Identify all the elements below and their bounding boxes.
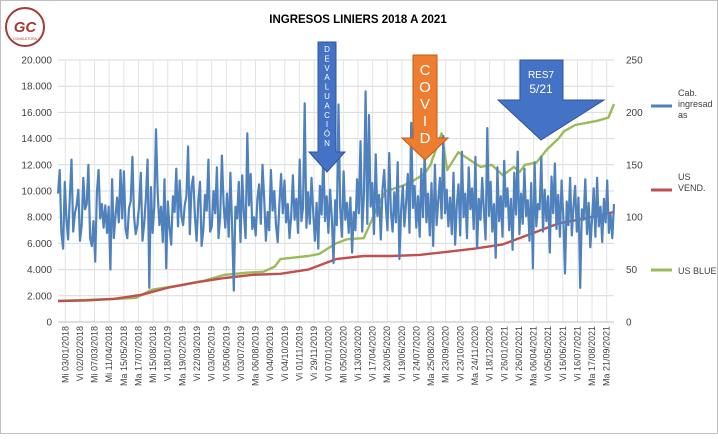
right-axis-ticks: 0 50 100 150 200 250 bbox=[626, 56, 643, 329]
x-axis-tick-label: Vi 18/01/2019 bbox=[163, 326, 173, 381]
covid-letter: I bbox=[423, 113, 427, 130]
devaluacion-letter: Ó bbox=[324, 130, 330, 139]
res-annotation-line: RES7 bbox=[528, 70, 555, 81]
x-axis-tick-label: Vi 07/01/2020 bbox=[324, 326, 334, 381]
left-axis-tick-label: 10.000 bbox=[21, 187, 52, 198]
legend-label: VEND. bbox=[678, 183, 706, 193]
x-axis-tick-label: Ma 24/11/2020 bbox=[470, 326, 480, 385]
covid-letter: O bbox=[419, 79, 431, 96]
x-axis-tick-label: Vi 16/06/2021 bbox=[558, 326, 568, 381]
devaluacion-letter: L bbox=[325, 83, 330, 92]
x-axis-tick-label: Mi 07/03/2018 bbox=[90, 326, 100, 383]
x-axis-tick-label: Vi 18/12/2020 bbox=[485, 326, 495, 381]
x-axis-tick-label: Mi 03/01/2018 bbox=[60, 326, 70, 383]
x-axis-tick-label: Ma 19/02/2019 bbox=[177, 326, 187, 386]
x-axis-tick-label: Vi 26/02/2021 bbox=[514, 326, 524, 381]
x-axis-tick-label: Mi 11/04/2018 bbox=[104, 326, 114, 382]
devaluacion-letter: D bbox=[324, 45, 330, 54]
x-axis-tick-label: Vi 02/02/2018 bbox=[75, 326, 85, 381]
devaluacion-letter: C bbox=[324, 111, 330, 120]
x-axis-tick-label: Mi 05/02/2020 bbox=[338, 326, 348, 383]
covid-letter: D bbox=[420, 130, 431, 147]
x-axis-tick-label: Vi 23/10/2020 bbox=[455, 326, 465, 381]
x-axis-tick-label: Ma 25/08/2020 bbox=[426, 326, 436, 386]
logo-ring-icon bbox=[5, 7, 45, 47]
x-axis-tick-label: Ma 15/05/2018 bbox=[119, 326, 129, 386]
legend-label: ingresad bbox=[678, 99, 713, 109]
x-axis-tick-label: Vi 04/09/2019 bbox=[265, 326, 275, 381]
x-axis-tick-label: Vi 17/04/2020 bbox=[368, 326, 378, 381]
legend-label: as bbox=[678, 110, 688, 120]
devaluacion-letter: I bbox=[326, 120, 328, 129]
chart-title: INGRESOS LINIERS 2018 A 2021 bbox=[269, 14, 447, 26]
x-axis-ticks: Mi 03/01/2018 Vi 02/02/2018 Mi 07/03/2018 M… bbox=[60, 326, 611, 386]
x-axis-tick-label: Vi 03/07/2019 bbox=[236, 326, 246, 381]
right-axis-tick-label: 250 bbox=[626, 56, 643, 67]
series-line-us-vend- bbox=[57, 210, 615, 303]
x-axis-tick-label: Ma 21/09/2021 bbox=[602, 326, 612, 386]
right-axis-tick-label: 200 bbox=[626, 108, 643, 119]
left-axis-tick-label: 8.000 bbox=[27, 213, 52, 224]
devaluacion-arrow-icon bbox=[307, 41, 347, 173]
legend-label: Cab. bbox=[678, 88, 697, 98]
x-axis-tick-label: Vi 24/07/2020 bbox=[411, 326, 421, 381]
right-axis-tick-label: 150 bbox=[626, 160, 643, 171]
x-axis-tick-label: Ma 06/08/2019 bbox=[251, 326, 261, 386]
gc-logo: GC CONSULTORA bbox=[5, 7, 45, 47]
left-axis-tick-label: 14.000 bbox=[21, 134, 52, 145]
x-axis-tick-label: Vi 05/06/2019 bbox=[221, 326, 231, 381]
right-axis-tick-label: 100 bbox=[626, 213, 643, 224]
left-axis-tick-label: 0 bbox=[46, 318, 52, 329]
devaluacion-letter: V bbox=[324, 64, 330, 73]
logo-caption: CONSULTORA bbox=[13, 37, 38, 41]
x-axis-tick-label: Vi 13/03/2020 bbox=[353, 326, 363, 381]
right-axis-tick-label: 0 bbox=[626, 318, 632, 329]
x-axis-tick-label: Vi 04/10/2019 bbox=[280, 326, 290, 381]
x-axis-tick-label: Mi 23/09/2020 bbox=[441, 326, 451, 383]
left-axis-tick-label: 12.000 bbox=[21, 160, 52, 171]
devaluacion-letter: E bbox=[324, 54, 329, 63]
series-line-cab-ingresadas bbox=[56, 90, 616, 292]
x-axis-tick-label: Vi 01/11/2019 bbox=[294, 326, 304, 381]
x-axis-tick-label: Ma 17/07/2018 bbox=[133, 326, 143, 386]
covid-letter: C bbox=[420, 62, 431, 79]
covid-letter: V bbox=[420, 96, 430, 113]
x-axis-tick-label: Mi 20/05/2020 bbox=[382, 326, 392, 383]
left-axis-tick-label: 16.000 bbox=[21, 108, 52, 119]
x-axis-tick-label: Vi 19/06/2020 bbox=[397, 326, 407, 381]
left-axis-tick-label: 18.000 bbox=[21, 82, 52, 93]
devaluacion-letter: N bbox=[324, 139, 330, 148]
legend-label: US BLUE bbox=[678, 266, 717, 276]
devaluacion-letter: A bbox=[324, 101, 330, 110]
res-arrow-icon bbox=[496, 59, 606, 141]
left-axis-tick-label: 4.000 bbox=[27, 265, 52, 276]
devaluacion-letter: U bbox=[324, 92, 330, 101]
x-axis-tick-label: Vi 16/07/2021 bbox=[572, 326, 582, 381]
series-layer bbox=[56, 90, 616, 303]
legend-label: US bbox=[678, 172, 691, 182]
x-axis-tick-label: Ma 06/04/2021 bbox=[529, 326, 539, 386]
x-axis-tick-label: Vi 03/05/2019 bbox=[207, 326, 217, 381]
logo-text: GC bbox=[14, 19, 38, 36]
x-axis-tick-label: Vi 29/11/2019 bbox=[309, 326, 319, 381]
left-axis-tick-label: 6.000 bbox=[27, 239, 52, 250]
x-axis-tick-label: Mi 15/08/2018 bbox=[148, 326, 158, 383]
covid-arrow-icon bbox=[400, 54, 450, 161]
x-axis-tick-label: Vi 22/03/2019 bbox=[192, 326, 202, 381]
devaluacion-letter: A bbox=[324, 73, 330, 82]
right-axis-tick-label: 50 bbox=[626, 265, 638, 276]
series-line-us-blue bbox=[57, 103, 616, 303]
x-axis-tick-label: Vi 05/05/2021 bbox=[543, 326, 553, 381]
left-axis-tick-label: 2.000 bbox=[27, 291, 52, 302]
res-annotation-line: 5/21 bbox=[529, 82, 553, 96]
x-axis-tick-label: Vi 26/01/2021 bbox=[499, 326, 509, 381]
x-axis-tick-label: Ma 17/08/2021 bbox=[587, 326, 597, 386]
left-axis-ticks: 0 2.000 4.000 6.000 8.000 10.000 12.000 14.000 1… bbox=[21, 56, 52, 329]
left-axis-tick-label: 20.000 bbox=[21, 56, 52, 67]
